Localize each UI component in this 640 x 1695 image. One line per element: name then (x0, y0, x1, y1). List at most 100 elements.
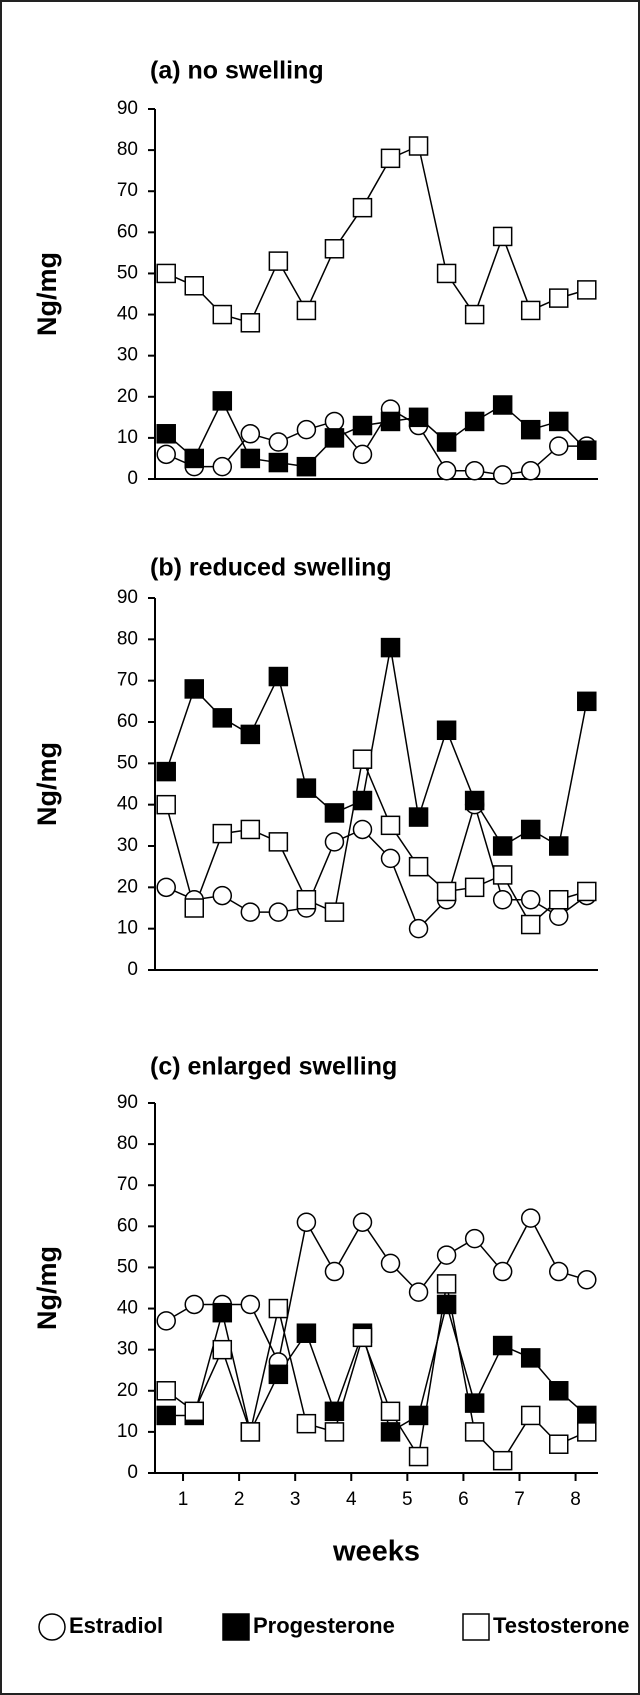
y-tick-label: 80 (117, 139, 138, 160)
data-point (352, 819, 373, 840)
data-point (492, 1450, 513, 1471)
data-point (464, 1393, 485, 1413)
data-point (240, 448, 261, 469)
y-tick-label: 50 (117, 1256, 138, 1277)
data-point (464, 461, 485, 481)
data-point (212, 1339, 233, 1360)
y-axis-label: Ng/mg (32, 1246, 62, 1330)
data-point (520, 914, 541, 935)
data-point (212, 1302, 233, 1323)
y-tick-label: 70 (117, 1174, 138, 1195)
data-point (548, 836, 569, 856)
y-tick-label: 60 (117, 1215, 138, 1236)
data-point (268, 832, 289, 852)
y-tick-label: 90 (117, 98, 138, 119)
y-tick-label: 90 (117, 1092, 138, 1113)
y-tick-label: 50 (117, 262, 138, 283)
data-point (464, 1422, 485, 1442)
data-point (520, 1208, 541, 1228)
y-tick-label: 30 (117, 1339, 138, 1360)
data-point (520, 419, 541, 440)
data-point (464, 304, 485, 325)
data-point (520, 889, 541, 910)
y-tick-label: 70 (117, 180, 138, 201)
data-point (548, 1381, 569, 1401)
y-axis-label: Ng/mg (32, 742, 62, 826)
series-line (165, 399, 588, 468)
legend-label: Progesterone (253, 1613, 395, 1638)
data-point (436, 432, 457, 452)
data-point (156, 444, 176, 465)
data-point (577, 1270, 597, 1290)
y-tick-label: 0 (127, 468, 138, 489)
data-point (408, 856, 429, 877)
data-point (240, 819, 261, 840)
y-tick-label: 0 (127, 1462, 138, 1483)
data-point (212, 885, 233, 906)
legend-symbol (38, 1613, 66, 1641)
y-tick-label: 20 (117, 386, 138, 407)
data-point (352, 790, 373, 811)
data-point (352, 444, 373, 465)
data-point (156, 761, 176, 782)
series-line (165, 756, 587, 926)
data-point (380, 637, 401, 658)
data-point (324, 239, 345, 259)
data-point (520, 300, 541, 321)
data-point (380, 1401, 401, 1422)
data-point (436, 1274, 457, 1294)
series-line (165, 1216, 587, 1365)
data-point (436, 720, 457, 741)
x-tick-label: 1 (178, 1489, 189, 1510)
data-point (436, 461, 457, 481)
data-point (577, 1405, 597, 1426)
data-point (240, 1294, 261, 1315)
data-point (296, 778, 317, 798)
x-tick-label: 5 (402, 1489, 413, 1510)
data-point (156, 1405, 176, 1426)
data-point (352, 197, 373, 218)
y-tick-label: 20 (117, 1380, 138, 1401)
data-point (184, 448, 205, 469)
data-point (212, 456, 233, 477)
data-point (184, 679, 205, 699)
data-point (408, 136, 429, 156)
data-point (184, 1401, 205, 1422)
data-point (268, 666, 289, 687)
data-point (380, 1253, 401, 1274)
data-point (520, 819, 541, 840)
y-tick-label: 80 (117, 628, 138, 649)
data-point (324, 411, 345, 432)
data-point (296, 419, 317, 440)
data-point (296, 456, 317, 477)
data-point (408, 1446, 429, 1467)
data-point (548, 889, 569, 910)
data-point (436, 263, 457, 284)
x-tick-label: 8 (570, 1489, 581, 1510)
data-point (240, 424, 261, 444)
data-point (408, 807, 429, 827)
x-tick-label: 4 (346, 1489, 357, 1510)
data-point (380, 815, 401, 836)
x-tick-label: 6 (458, 1489, 469, 1510)
data-point (324, 1422, 345, 1442)
data-point (296, 300, 317, 321)
data-point (436, 1245, 457, 1265)
data-point (408, 1405, 429, 1426)
data-point (408, 918, 429, 939)
data-point (548, 1261, 569, 1282)
data-point (464, 790, 485, 811)
series-line (165, 408, 587, 476)
data-point (577, 440, 597, 460)
panel-title: (c) enlarged swelling (150, 1053, 397, 1081)
legend-symbol (462, 1613, 490, 1641)
panel-title: (a) no swelling (150, 57, 324, 85)
data-point (296, 1212, 317, 1232)
data-point (548, 906, 569, 927)
data-point (240, 902, 261, 922)
y-tick-label: 0 (127, 959, 138, 980)
y-tick-label: 70 (117, 670, 138, 691)
